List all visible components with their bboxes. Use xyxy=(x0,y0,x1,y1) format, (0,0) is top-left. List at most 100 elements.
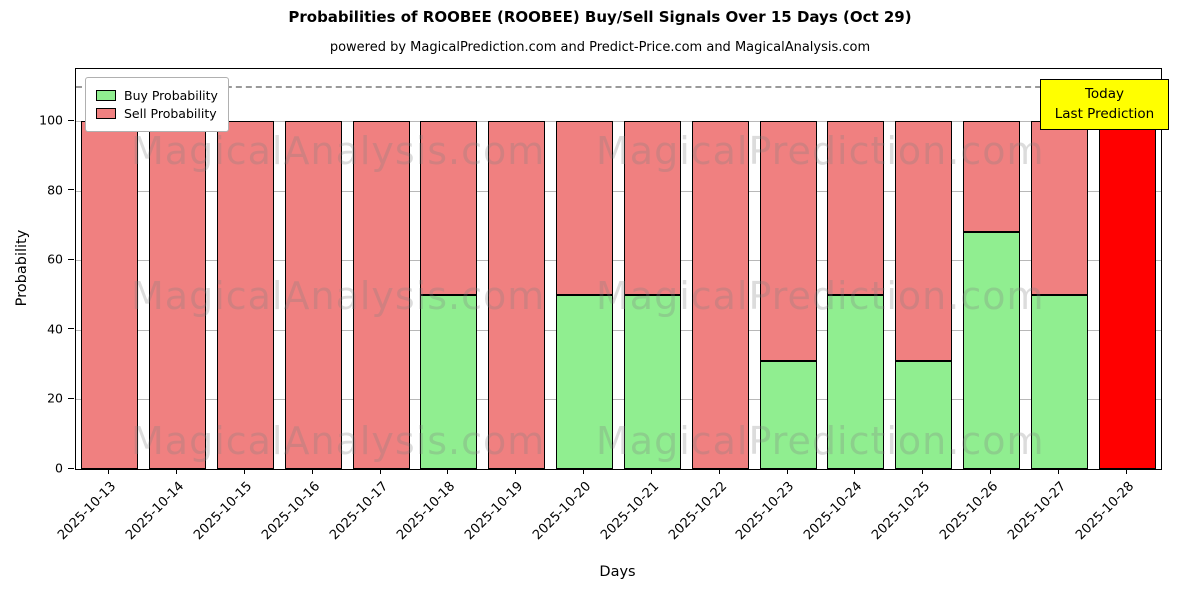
bar-segment-sell xyxy=(962,121,1020,233)
xtick-mark xyxy=(583,469,585,474)
bar-segment-sell xyxy=(81,121,139,469)
xtick-mark xyxy=(379,469,381,474)
ytick-mark xyxy=(68,328,74,330)
xtick-mark xyxy=(108,469,110,474)
bar-segment-sell xyxy=(149,121,207,469)
gridlines-layer xyxy=(76,69,1161,469)
bar-segment-buy xyxy=(420,295,478,469)
ytick-mark xyxy=(68,467,74,469)
bar-segment-sell xyxy=(352,121,410,469)
bar-segment-sell xyxy=(556,121,614,296)
today-annotation-line1: Today xyxy=(1084,86,1125,102)
bar-segment-sell xyxy=(759,121,817,362)
xtick-mark xyxy=(786,469,788,474)
xtick-mark xyxy=(989,469,991,474)
ytick-mark xyxy=(68,258,74,260)
bar-segment-sell xyxy=(623,121,681,296)
xtick-label: 2025-10-24 xyxy=(801,479,866,544)
legend: Buy Probability Sell Probability xyxy=(85,77,229,132)
xtick-label: 2025-10-20 xyxy=(530,479,595,544)
xtick-label: 2025-10-23 xyxy=(733,479,798,544)
watermark-text: MagicalPrediction.com xyxy=(596,274,1045,318)
dashed-line-layer xyxy=(76,69,1161,469)
watermark-text: MagicalAnalysis.com xyxy=(131,129,546,173)
ytick-mark xyxy=(68,189,74,191)
xtick-label: 2025-10-17 xyxy=(326,479,391,544)
xtick-label: 2025-10-16 xyxy=(258,479,323,544)
xtick-mark xyxy=(176,469,178,474)
bar-segment-buy xyxy=(962,232,1020,469)
bar-segment-sell xyxy=(827,121,885,296)
today-annotation: Today Last Prediction xyxy=(1040,79,1169,130)
xtick-mark xyxy=(1125,469,1127,474)
xtick-label: 2025-10-14 xyxy=(123,479,188,544)
bar-segment-sell xyxy=(1098,121,1156,469)
bar-segment-buy xyxy=(759,361,817,469)
gridline xyxy=(76,121,1161,123)
xtick-mark xyxy=(311,469,313,474)
bars-layer xyxy=(76,69,1161,469)
bar-segment-sell xyxy=(488,121,546,469)
gridline xyxy=(76,399,1161,401)
bar-segment-sell xyxy=(895,121,953,362)
ytick-label: 100 xyxy=(39,112,63,128)
xtick-label: 2025-10-13 xyxy=(55,479,120,544)
watermark-text: MagicalPrediction.com xyxy=(596,129,1045,173)
xtick-label: 2025-10-18 xyxy=(394,479,459,544)
ytick-mark xyxy=(68,397,74,399)
legend-item: Buy Probability xyxy=(96,88,218,103)
bar-segment-buy xyxy=(556,295,614,469)
xtick-label: 2025-10-19 xyxy=(462,479,527,544)
legend-swatch xyxy=(96,108,116,119)
xtick-mark xyxy=(854,469,856,474)
gridline xyxy=(76,260,1161,262)
x-axis-label: Days xyxy=(599,564,636,580)
legend-label: Sell Probability xyxy=(124,106,217,121)
bar-segment-sell xyxy=(420,121,478,296)
xtick-label: 2025-10-28 xyxy=(1072,479,1137,544)
bar-segment-buy xyxy=(827,295,885,469)
xtick-mark xyxy=(922,469,924,474)
gridline xyxy=(76,190,1161,192)
xtick-mark xyxy=(650,469,652,474)
ytick-label: 20 xyxy=(47,390,63,406)
legend-label: Buy Probability xyxy=(124,88,218,103)
legend-swatch xyxy=(96,90,116,101)
bar-segment-sell xyxy=(1030,121,1088,296)
x-axis-ticks: 2025-10-13 2025-10-14 2025-10-15 2025-10-16… xyxy=(55,469,1160,564)
watermark-text: MagicalAnalysis.com xyxy=(131,419,546,463)
bar-segment-buy xyxy=(623,295,681,469)
legend-item: Sell Probability xyxy=(96,106,218,121)
xtick-mark xyxy=(718,469,720,474)
plot-area: MagicalAnalysis.com MagicalPrediction.com… xyxy=(75,68,1162,470)
xtick-mark xyxy=(515,469,517,474)
xtick-label: 2025-10-15 xyxy=(191,479,256,544)
bar-segment-buy xyxy=(895,361,953,469)
bar-segment-sell xyxy=(284,121,342,469)
xtick-label: 2025-10-25 xyxy=(869,479,934,544)
watermark-layer: MagicalAnalysis.com MagicalPrediction.com… xyxy=(76,69,1161,469)
ytick-label: 80 xyxy=(47,182,63,198)
bar-segment-sell xyxy=(217,121,274,469)
ytick-label: 60 xyxy=(47,251,63,267)
ytick-label: 40 xyxy=(47,321,63,337)
ytick-mark xyxy=(68,119,74,121)
xtick-mark xyxy=(244,469,246,474)
chart-subtitle: powered by MagicalPrediction.com and Pre… xyxy=(329,40,871,55)
gridline xyxy=(76,329,1161,331)
chart-title: Probabilities of ROOBEE (ROOBEE) Buy/Sel… xyxy=(288,8,912,26)
watermark-text: MagicalAnalysis.com xyxy=(131,274,546,318)
xtick-label: 2025-10-27 xyxy=(1004,479,1069,544)
ytick-label: 0 xyxy=(55,460,63,476)
today-annotation-line2: Last Prediction xyxy=(1054,106,1155,123)
xtick-label: 2025-10-26 xyxy=(937,479,1002,544)
xtick-label: 2025-10-22 xyxy=(665,479,730,544)
bar-segment-sell xyxy=(691,121,749,469)
y-axis-ticks: 0 20 40 60 80 100 xyxy=(0,68,75,476)
dashed-threshold-line xyxy=(76,86,1161,89)
watermark-text: MagicalPrediction.com xyxy=(596,419,1045,463)
xtick-mark xyxy=(447,469,449,474)
bar-segment-buy xyxy=(1030,295,1088,469)
xtick-label: 2025-10-21 xyxy=(597,479,663,544)
